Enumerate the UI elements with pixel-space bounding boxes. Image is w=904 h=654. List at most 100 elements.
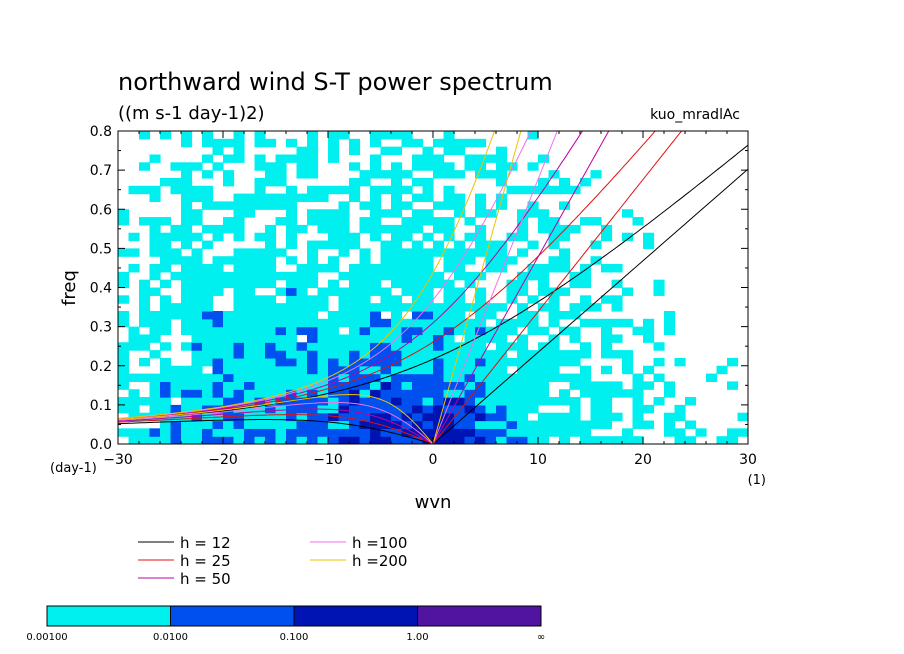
heat-cell — [380, 295, 392, 304]
heat-cell — [412, 318, 424, 328]
heat-cell — [307, 146, 319, 156]
kelvin-wave-curve — [432, 131, 610, 444]
heat-cell — [286, 412, 298, 422]
heat-cell — [517, 232, 529, 242]
heat-cell — [401, 357, 413, 367]
heat-cell — [632, 373, 644, 382]
heat-cell — [601, 412, 613, 422]
heat-cell — [517, 350, 529, 359]
heat-cell — [128, 404, 140, 414]
heat-cell — [443, 404, 455, 414]
heat-cell — [653, 287, 665, 296]
heat-cell — [590, 389, 602, 398]
heat-cell — [296, 303, 308, 312]
heat-cell — [653, 373, 665, 382]
heat-cell — [317, 357, 329, 367]
heat-cell — [212, 342, 224, 351]
heat-cell — [149, 381, 161, 390]
heat-cell — [632, 381, 644, 390]
heat-cell — [464, 256, 476, 265]
heat-cell — [254, 303, 266, 312]
heat-cell — [275, 193, 287, 203]
heat-cell — [443, 224, 455, 234]
heat-cell — [401, 201, 413, 210]
heat-cell — [296, 373, 308, 382]
heat-cell — [475, 342, 487, 351]
heat-cell — [475, 193, 487, 203]
heat-cell — [328, 412, 340, 422]
heat-cell — [674, 357, 686, 367]
heat-cell — [128, 334, 140, 343]
heat-cell — [569, 334, 581, 343]
heat-cell — [338, 404, 350, 414]
heat-cell — [296, 310, 308, 320]
heat-cell — [454, 389, 466, 398]
heat-cell — [475, 436, 487, 444]
heat-cell — [706, 373, 718, 382]
heat-cell — [401, 232, 413, 242]
heat-cell — [433, 240, 445, 249]
heat-cell — [118, 342, 130, 351]
heat-cell — [632, 217, 644, 226]
heat-cell — [401, 185, 413, 195]
heat-cell — [506, 287, 518, 296]
rossby-wave-curve — [118, 419, 434, 444]
heat-cell — [506, 404, 518, 414]
heat-cell — [538, 224, 550, 234]
heat-cell — [601, 318, 613, 328]
heat-cell — [223, 310, 235, 320]
heat-cell — [118, 271, 130, 281]
heat-cell — [181, 389, 193, 398]
heat-cell — [286, 350, 298, 359]
heat-cell — [433, 224, 445, 234]
heat-cell — [422, 381, 434, 390]
heat-cell — [391, 279, 403, 289]
heat-cell — [317, 334, 329, 343]
heat-cell — [265, 373, 277, 382]
heat-cell — [391, 350, 403, 359]
heat-cell — [506, 318, 518, 328]
heat-cell — [601, 404, 613, 414]
heat-cell — [349, 138, 361, 148]
heat-cell — [191, 381, 203, 390]
heat-cell — [401, 264, 413, 273]
heat-cell — [443, 131, 455, 140]
heat-cell — [254, 232, 266, 242]
heat-cell — [181, 310, 193, 320]
heat-cell — [223, 436, 235, 444]
heat-cell — [496, 397, 508, 406]
kelvin-wave-curve — [432, 131, 683, 444]
heat-cell — [244, 279, 256, 289]
y-tick-label: 0.5 — [90, 241, 112, 257]
heat-cell — [611, 350, 623, 359]
heat-cell — [275, 217, 287, 226]
heat-cell — [391, 303, 403, 312]
heat-cell — [317, 264, 329, 273]
heat-cell — [170, 256, 182, 265]
heat-cell — [338, 310, 350, 320]
heat-cell — [538, 412, 550, 422]
heat-cell — [559, 264, 571, 273]
heat-cell — [191, 209, 203, 218]
heat-cell — [223, 357, 235, 367]
heat-cell — [401, 256, 413, 265]
heat-cell — [422, 334, 434, 343]
heat-cell — [559, 428, 571, 437]
heat-cell — [254, 185, 266, 195]
heat-cell — [349, 350, 361, 359]
heat-cell — [380, 334, 392, 343]
heat-cell — [622, 365, 634, 375]
heat-cell — [338, 295, 350, 304]
heat-cell — [412, 357, 424, 367]
heat-cell — [622, 232, 634, 242]
heat-cell — [695, 428, 707, 437]
heat-cell — [380, 350, 392, 359]
heat-cell — [643, 334, 655, 343]
heat-cell — [149, 217, 161, 226]
heat-cell — [433, 350, 445, 359]
mixed-rossby-gravity-curve — [118, 131, 496, 419]
heat-cell — [254, 177, 266, 187]
heat-cell — [202, 138, 214, 148]
heat-cell — [149, 428, 161, 437]
heat-cell — [527, 428, 539, 437]
